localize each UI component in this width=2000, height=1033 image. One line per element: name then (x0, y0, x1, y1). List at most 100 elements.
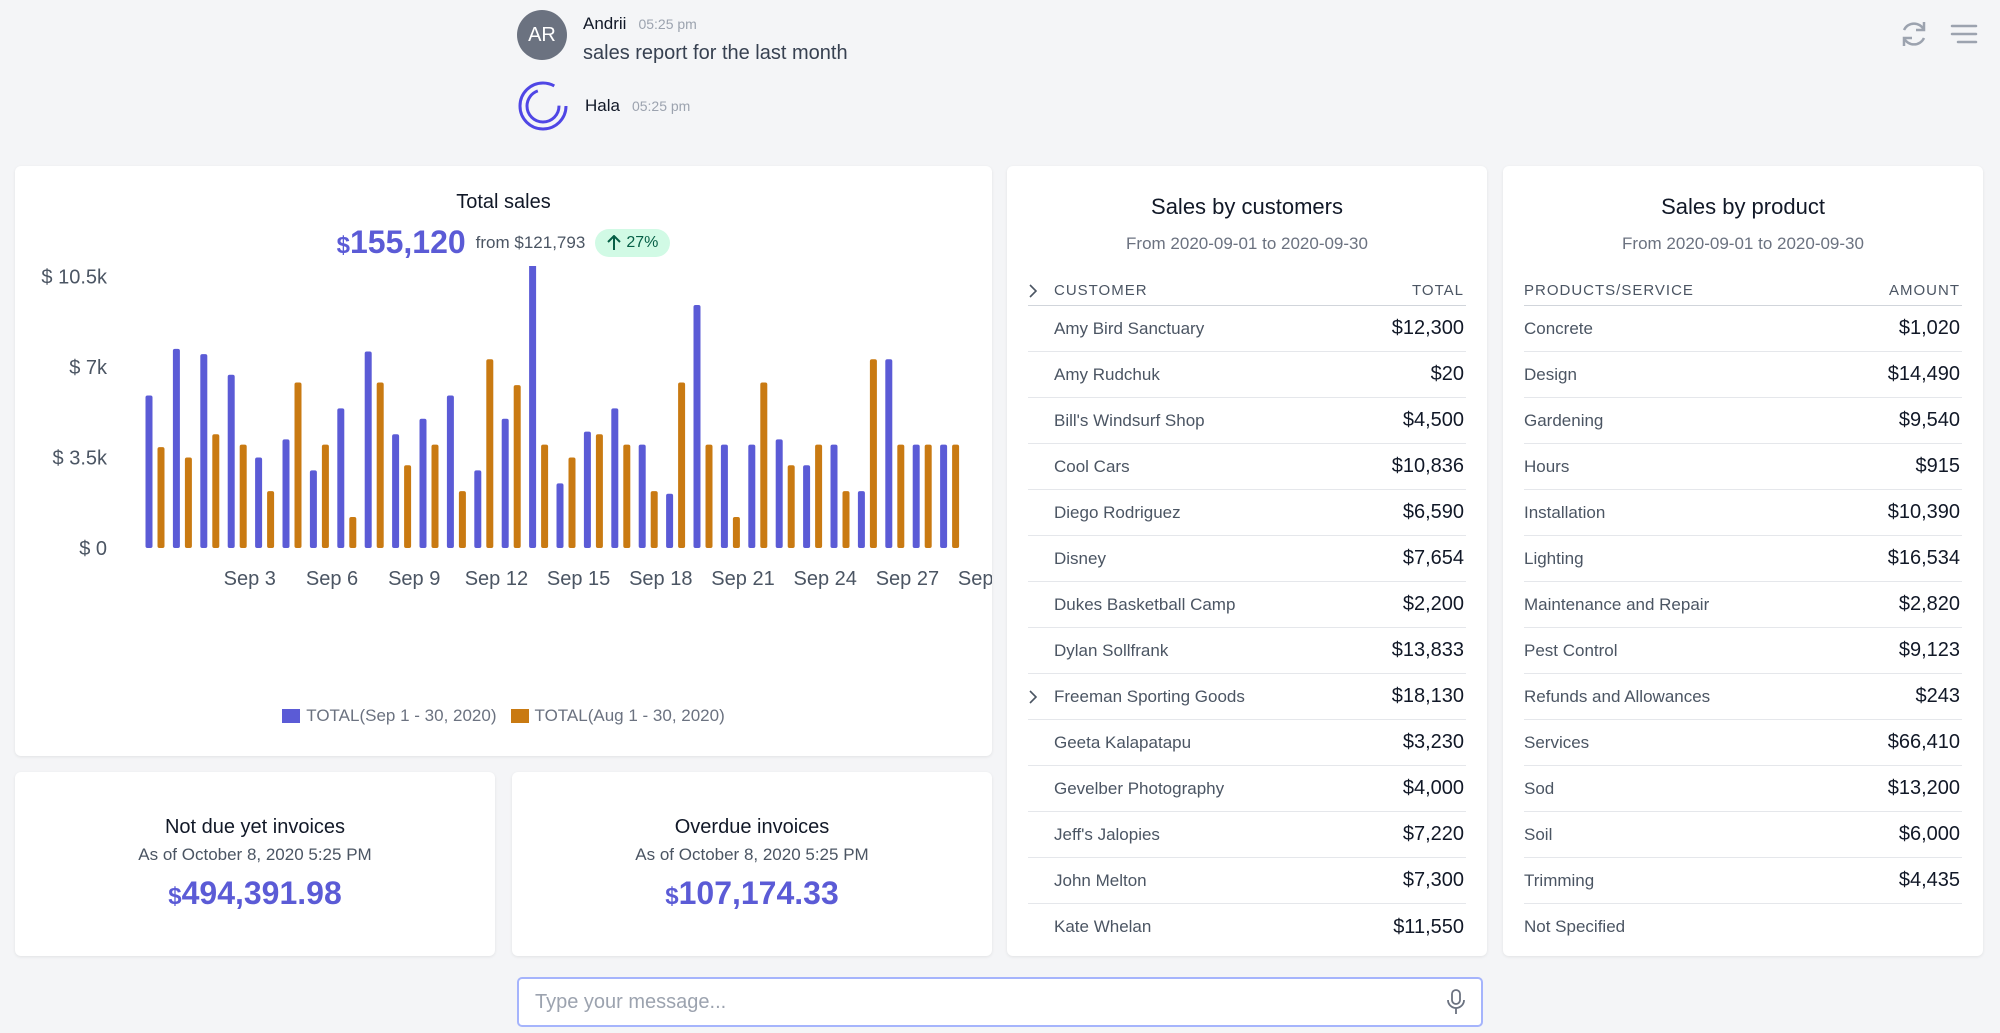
bar-previous-period[interactable] (349, 516, 357, 548)
bar-previous-period[interactable] (294, 382, 302, 548)
table-row[interactable]: Amy Bird Sanctuary $12,300 (1028, 306, 1466, 352)
table-row[interactable]: Disney $7,654 (1028, 536, 1466, 582)
bar-current-period[interactable] (529, 266, 537, 548)
bar-current-period[interactable] (227, 374, 235, 548)
table-row[interactable]: Design $14,490 (1524, 352, 1962, 398)
table-row[interactable]: Soil $6,000 (1524, 812, 1962, 858)
bar-current-period[interactable] (912, 444, 920, 548)
column-header-product[interactable]: PRODUCTS/SERVICE (1524, 282, 1694, 299)
table-row[interactable]: Hours $915 (1524, 444, 1962, 490)
table-row[interactable]: Gardening $9,540 (1524, 398, 1962, 444)
bar-previous-period[interactable] (760, 382, 768, 548)
bar-current-period[interactable] (611, 408, 619, 548)
bar-previous-period[interactable] (595, 434, 603, 548)
bar-current-period[interactable] (474, 470, 482, 548)
table-row[interactable]: Trimming $4,435 (1524, 858, 1962, 904)
bar-previous-period[interactable] (184, 457, 192, 549)
microphone-icon[interactable] (1447, 989, 1465, 1015)
table-row[interactable]: Pest Control $9,123 (1524, 628, 1962, 674)
bar-current-period[interactable] (337, 408, 345, 548)
chevron-right-icon[interactable] (1028, 283, 1054, 298)
bar-current-period[interactable] (940, 444, 948, 548)
table-row[interactable]: Maintenance and Repair $2,820 (1524, 582, 1962, 628)
table-row[interactable]: Concrete $1,020 (1524, 306, 1962, 352)
bar-current-period[interactable] (720, 444, 728, 548)
bar-current-period[interactable] (145, 395, 153, 548)
table-row[interactable]: Dukes Basketball Camp $2,200 (1028, 582, 1466, 628)
bar-previous-period[interactable] (513, 385, 521, 548)
bar-current-period[interactable] (857, 491, 865, 548)
bar-previous-period[interactable] (787, 465, 795, 548)
bar-current-period[interactable] (666, 493, 674, 548)
bar-current-period[interactable] (556, 483, 564, 548)
table-row[interactable]: Jeff's Jalopies $7,220 (1028, 812, 1466, 858)
table-row[interactable]: Dylan Sollfrank $13,833 (1028, 628, 1466, 674)
column-header-total[interactable]: TOTAL (1412, 282, 1464, 299)
table-row[interactable]: Lighting $16,534 (1524, 536, 1962, 582)
bar-current-period[interactable] (172, 348, 180, 548)
bar-current-period[interactable] (803, 465, 811, 548)
bar-previous-period[interactable] (212, 434, 220, 548)
bar-current-period[interactable] (309, 470, 317, 548)
bar-previous-period[interactable] (458, 491, 466, 548)
bar-previous-period[interactable] (815, 444, 823, 548)
bar-previous-period[interactable] (541, 444, 549, 548)
table-row[interactable]: Not Specified (1524, 904, 1962, 950)
bar-previous-period[interactable] (376, 382, 384, 548)
bar-previous-period[interactable] (568, 457, 576, 549)
bar-previous-period[interactable] (678, 382, 686, 548)
message-input[interactable] (535, 990, 1447, 1014)
legend-item-previous[interactable]: TOTAL(Aug 1 - 30, 2020) (510, 706, 725, 726)
bar-current-period[interactable] (446, 395, 454, 548)
bar-current-period[interactable] (364, 351, 372, 548)
bar-current-period[interactable] (282, 439, 290, 548)
bar-current-period[interactable] (775, 439, 783, 548)
table-row[interactable]: Geeta Kalapatapu $3,230 (1028, 720, 1466, 766)
table-row[interactable]: Cool Cars $10,836 (1028, 444, 1466, 490)
bar-previous-period[interactable] (157, 447, 165, 548)
bar-current-period[interactable] (693, 304, 701, 548)
bar-previous-period[interactable] (267, 491, 275, 548)
bar-current-period[interactable] (885, 359, 893, 548)
bar-previous-period[interactable] (952, 444, 960, 548)
bar-current-period[interactable] (200, 354, 208, 548)
bar-previous-period[interactable] (321, 444, 329, 548)
menu-icon[interactable] (1948, 18, 1980, 50)
bar-current-period[interactable] (830, 444, 838, 548)
table-row[interactable]: Diego Rodriguez $6,590 (1028, 490, 1466, 536)
bar-previous-period[interactable] (842, 491, 850, 548)
bar-previous-period[interactable] (404, 465, 412, 548)
bar-previous-period[interactable] (869, 359, 877, 548)
bar-current-period[interactable] (392, 434, 400, 548)
bar-current-period[interactable] (255, 457, 263, 549)
table-row[interactable]: Services $66,410 (1524, 720, 1962, 766)
table-row[interactable]: Amy Rudchuk $20 (1028, 352, 1466, 398)
table-row[interactable]: John Melton $7,300 (1028, 858, 1466, 904)
bar-previous-period[interactable] (705, 444, 713, 548)
table-row[interactable]: Refunds and Allowances $243 (1524, 674, 1962, 720)
bar-previous-period[interactable] (486, 359, 494, 548)
column-header-amount[interactable]: AMOUNT (1889, 282, 1960, 299)
table-row[interactable]: Installation $10,390 (1524, 490, 1962, 536)
bar-previous-period[interactable] (650, 491, 658, 548)
chevron-right-icon[interactable] (1028, 689, 1054, 704)
legend-item-current[interactable]: TOTAL(Sep 1 - 30, 2020) (282, 706, 497, 726)
table-row[interactable]: Kate Whelan $11,550 (1028, 904, 1466, 950)
column-header-customer[interactable]: CUSTOMER (1054, 282, 1148, 299)
bar-current-period[interactable] (419, 418, 427, 548)
bar-previous-period[interactable] (431, 444, 439, 548)
bar-previous-period[interactable] (239, 444, 247, 548)
refresh-icon[interactable] (1898, 18, 1930, 50)
bar-previous-period[interactable] (924, 444, 932, 548)
bar-current-period[interactable] (583, 431, 591, 548)
bar-previous-period[interactable] (732, 516, 740, 548)
bar-previous-period[interactable] (623, 444, 631, 548)
bar-current-period[interactable] (748, 444, 756, 548)
table-row[interactable]: Bill's Windsurf Shop $4,500 (1028, 398, 1466, 444)
table-row[interactable]: Freeman Sporting Goods $18,130 (1028, 674, 1466, 720)
table-row[interactable]: Gevelber Photography $4,000 (1028, 766, 1466, 812)
bar-previous-period[interactable] (897, 444, 905, 548)
table-row[interactable]: Sod $13,200 (1524, 766, 1962, 812)
bar-current-period[interactable] (501, 418, 509, 548)
bar-current-period[interactable] (638, 444, 646, 548)
